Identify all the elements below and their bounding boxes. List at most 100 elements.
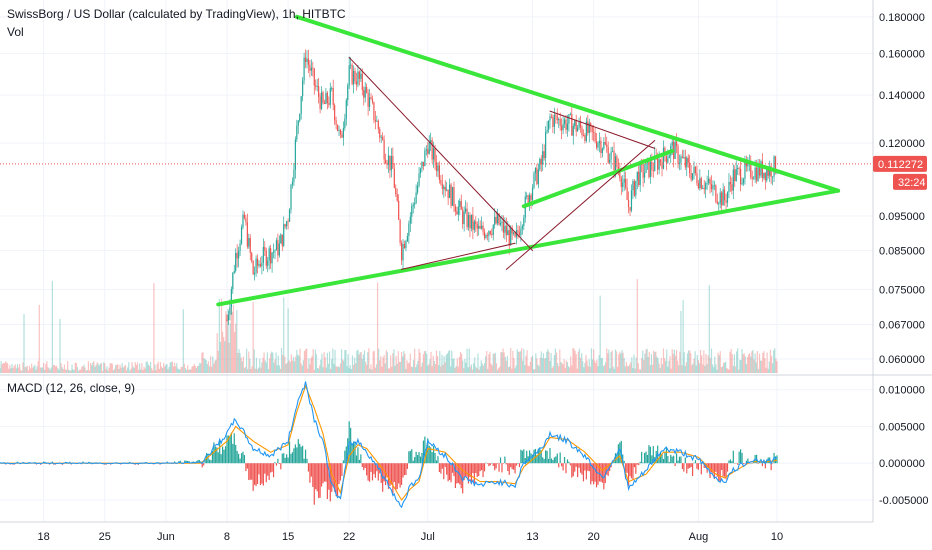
candle-body bbox=[738, 167, 740, 169]
volume-bar bbox=[36, 366, 38, 373]
volume-bar bbox=[750, 356, 752, 373]
macd-histogram-bar bbox=[328, 463, 330, 490]
price-tick-label: 0.060000 bbox=[879, 354, 925, 366]
candle-body bbox=[707, 178, 710, 183]
volume-bar bbox=[285, 363, 287, 373]
macd-histogram-bar bbox=[306, 458, 308, 464]
volume-bar bbox=[215, 359, 217, 373]
volume-bar bbox=[364, 361, 367, 373]
candle-body bbox=[770, 166, 772, 177]
candle-body bbox=[456, 211, 458, 215]
volume-bar bbox=[334, 349, 336, 373]
volume-bar bbox=[301, 365, 303, 373]
macd-histogram-bar bbox=[639, 461, 641, 464]
volume-bar bbox=[400, 351, 403, 373]
volume-bar bbox=[693, 358, 695, 373]
volume-bar bbox=[136, 362, 139, 373]
volume-bar bbox=[330, 368, 332, 373]
volume-bar bbox=[426, 353, 428, 373]
volume-bar bbox=[742, 354, 744, 373]
candle-body bbox=[518, 232, 521, 236]
volume-bar bbox=[622, 352, 624, 373]
volume-bar bbox=[361, 358, 363, 373]
price-tick-label: 0.067000 bbox=[879, 320, 925, 332]
volume-bar bbox=[422, 354, 425, 373]
candle-body bbox=[508, 230, 510, 246]
macd-histogram-bar bbox=[366, 463, 368, 476]
candle-body bbox=[294, 139, 296, 170]
candle-body bbox=[761, 161, 764, 178]
volume-bar bbox=[259, 358, 261, 373]
volume-bar bbox=[561, 363, 563, 373]
macd-histogram-bar bbox=[651, 455, 653, 464]
candle-body bbox=[344, 118, 346, 129]
volume-bar bbox=[41, 367, 44, 373]
volume-bar bbox=[284, 356, 286, 373]
macd-histogram-bar bbox=[412, 460, 414, 464]
volume-bar bbox=[607, 353, 609, 373]
candle-body bbox=[643, 172, 646, 178]
macd-histogram-bar bbox=[332, 463, 334, 487]
volume-bar bbox=[67, 361, 69, 373]
volume-bar bbox=[504, 356, 506, 373]
volume-bar bbox=[756, 351, 758, 373]
macd-histogram-bar bbox=[252, 463, 254, 491]
volume-bar bbox=[243, 367, 246, 373]
volume-bar bbox=[447, 351, 450, 373]
candle-body bbox=[575, 120, 577, 132]
volume-bar bbox=[599, 295, 601, 373]
candle-body bbox=[492, 224, 494, 235]
volume-bar bbox=[466, 348, 468, 373]
volume-bar bbox=[673, 349, 675, 373]
candle-body bbox=[389, 155, 391, 171]
volume-bar bbox=[238, 349, 240, 373]
candle-body bbox=[460, 201, 462, 210]
macd-tick-label: -0.005000 bbox=[879, 495, 929, 507]
volume-bar bbox=[444, 362, 446, 373]
volume-bar bbox=[517, 351, 519, 373]
volume-bar bbox=[534, 369, 536, 373]
macd-histogram-bar bbox=[396, 463, 398, 490]
volume-bar bbox=[641, 357, 643, 373]
volume-bar bbox=[637, 363, 639, 373]
volume-bar bbox=[602, 366, 605, 373]
trendlines bbox=[216, 14, 841, 307]
volume-bar bbox=[335, 366, 337, 373]
candle-body bbox=[393, 168, 395, 188]
candle-body bbox=[606, 144, 608, 148]
volume-bar bbox=[344, 350, 346, 373]
volume-bar bbox=[163, 362, 165, 373]
candle-body bbox=[555, 114, 557, 116]
macd-histogram-bar bbox=[374, 463, 376, 478]
candle-body bbox=[665, 155, 667, 163]
time-tick-label: Jun bbox=[157, 531, 175, 543]
volume-bar bbox=[98, 365, 100, 373]
macd-histogram-bar bbox=[536, 455, 538, 464]
macd-histogram-bar bbox=[297, 439, 299, 464]
volume-bar bbox=[490, 363, 492, 373]
macd-tick-label: 0.000000 bbox=[879, 458, 925, 470]
macd-histogram-bar bbox=[357, 447, 359, 464]
volume-bar bbox=[182, 309, 184, 373]
volume-bar bbox=[119, 364, 121, 373]
macd-histogram-bar bbox=[268, 463, 270, 480]
macd-histogram-bar bbox=[338, 463, 340, 485]
volume-bar bbox=[430, 351, 432, 373]
volume-bar bbox=[510, 348, 512, 373]
volume-bar bbox=[405, 368, 407, 373]
macd-histogram-bar bbox=[597, 463, 599, 485]
macd-histogram-bar bbox=[313, 463, 315, 505]
volume-bar bbox=[225, 311, 227, 373]
candle-body bbox=[642, 164, 644, 178]
candle-body bbox=[230, 289, 232, 308]
macd-histogram-bar bbox=[411, 449, 413, 464]
volume-bar bbox=[63, 364, 65, 373]
volume-bar bbox=[390, 355, 392, 373]
volume-bar bbox=[536, 358, 538, 373]
volume-bar bbox=[152, 370, 154, 373]
volume-bar bbox=[49, 369, 51, 373]
candle-body bbox=[303, 57, 305, 81]
volume-bar bbox=[648, 351, 650, 373]
volume-bar bbox=[402, 356, 404, 373]
